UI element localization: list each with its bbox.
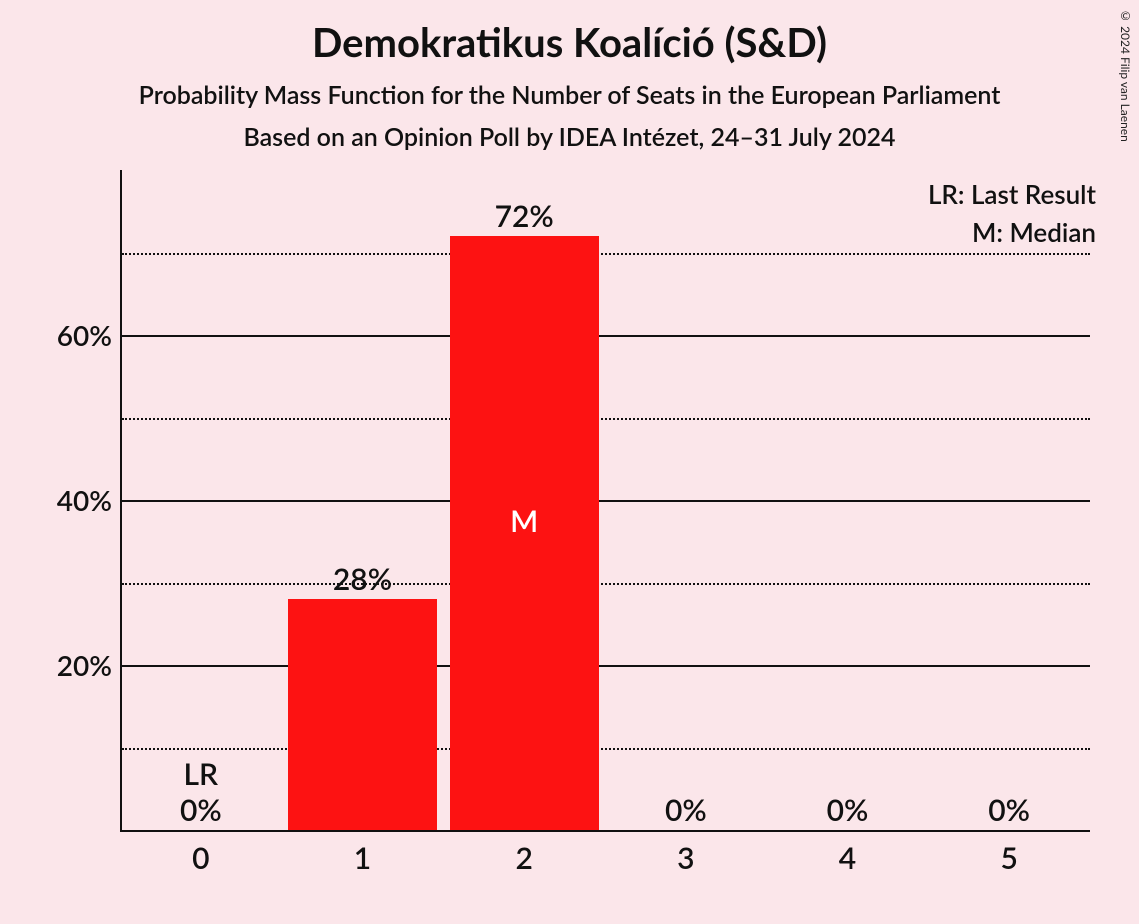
- bar-fill: [288, 599, 437, 830]
- bar-mark: LR: [126, 756, 275, 792]
- bar: 28%: [288, 599, 437, 830]
- y-tick-label: 60%: [40, 318, 112, 352]
- y-tick-label: 20%: [40, 648, 112, 682]
- x-tick-label: 0: [192, 840, 209, 876]
- grid-minor: [122, 418, 1090, 420]
- legend-m: M: Median: [928, 216, 1096, 248]
- x-tick-label: 4: [839, 840, 856, 876]
- chart-subtitle-2: Based on an Opinion Poll by IDEA Intézet…: [0, 110, 1139, 152]
- chart-area: LR: Last Result M: Median 20%40%60%00%LR…: [40, 170, 1110, 870]
- bar: 72%M: [450, 236, 599, 830]
- grid-minor: [122, 583, 1090, 585]
- bar-value-label: 0%: [611, 792, 760, 828]
- bar-value-label: 0%: [126, 792, 275, 828]
- legend-lr: LR: Last Result: [928, 178, 1096, 210]
- x-tick-label: 1: [354, 840, 371, 876]
- bar-value-label: 0%: [773, 792, 922, 828]
- grid-major: [122, 665, 1090, 667]
- copyright-text: © 2024 Filip van Laenen: [1118, 8, 1133, 142]
- grid-major: [122, 500, 1090, 502]
- grid-major: [122, 335, 1090, 337]
- x-tick-label: 5: [1000, 840, 1017, 876]
- chart-title: Demokratikus Koalíció (S&D): [0, 0, 1139, 66]
- legend: LR: Last Result M: Median: [928, 178, 1096, 254]
- bar-value-label: 0%: [935, 792, 1084, 828]
- bar-value-label: 72%: [450, 198, 599, 234]
- grid-minor: [122, 748, 1090, 750]
- y-tick-label: 40%: [40, 483, 112, 517]
- bar-value-label: 28%: [288, 561, 437, 597]
- x-tick-label: 3: [677, 840, 694, 876]
- bar-mark: M: [450, 503, 599, 539]
- x-tick-label: 2: [515, 840, 532, 876]
- chart-subtitle-1: Probability Mass Function for the Number…: [0, 66, 1139, 110]
- x-axis-line: [120, 830, 1090, 832]
- grid-minor: [122, 253, 1090, 255]
